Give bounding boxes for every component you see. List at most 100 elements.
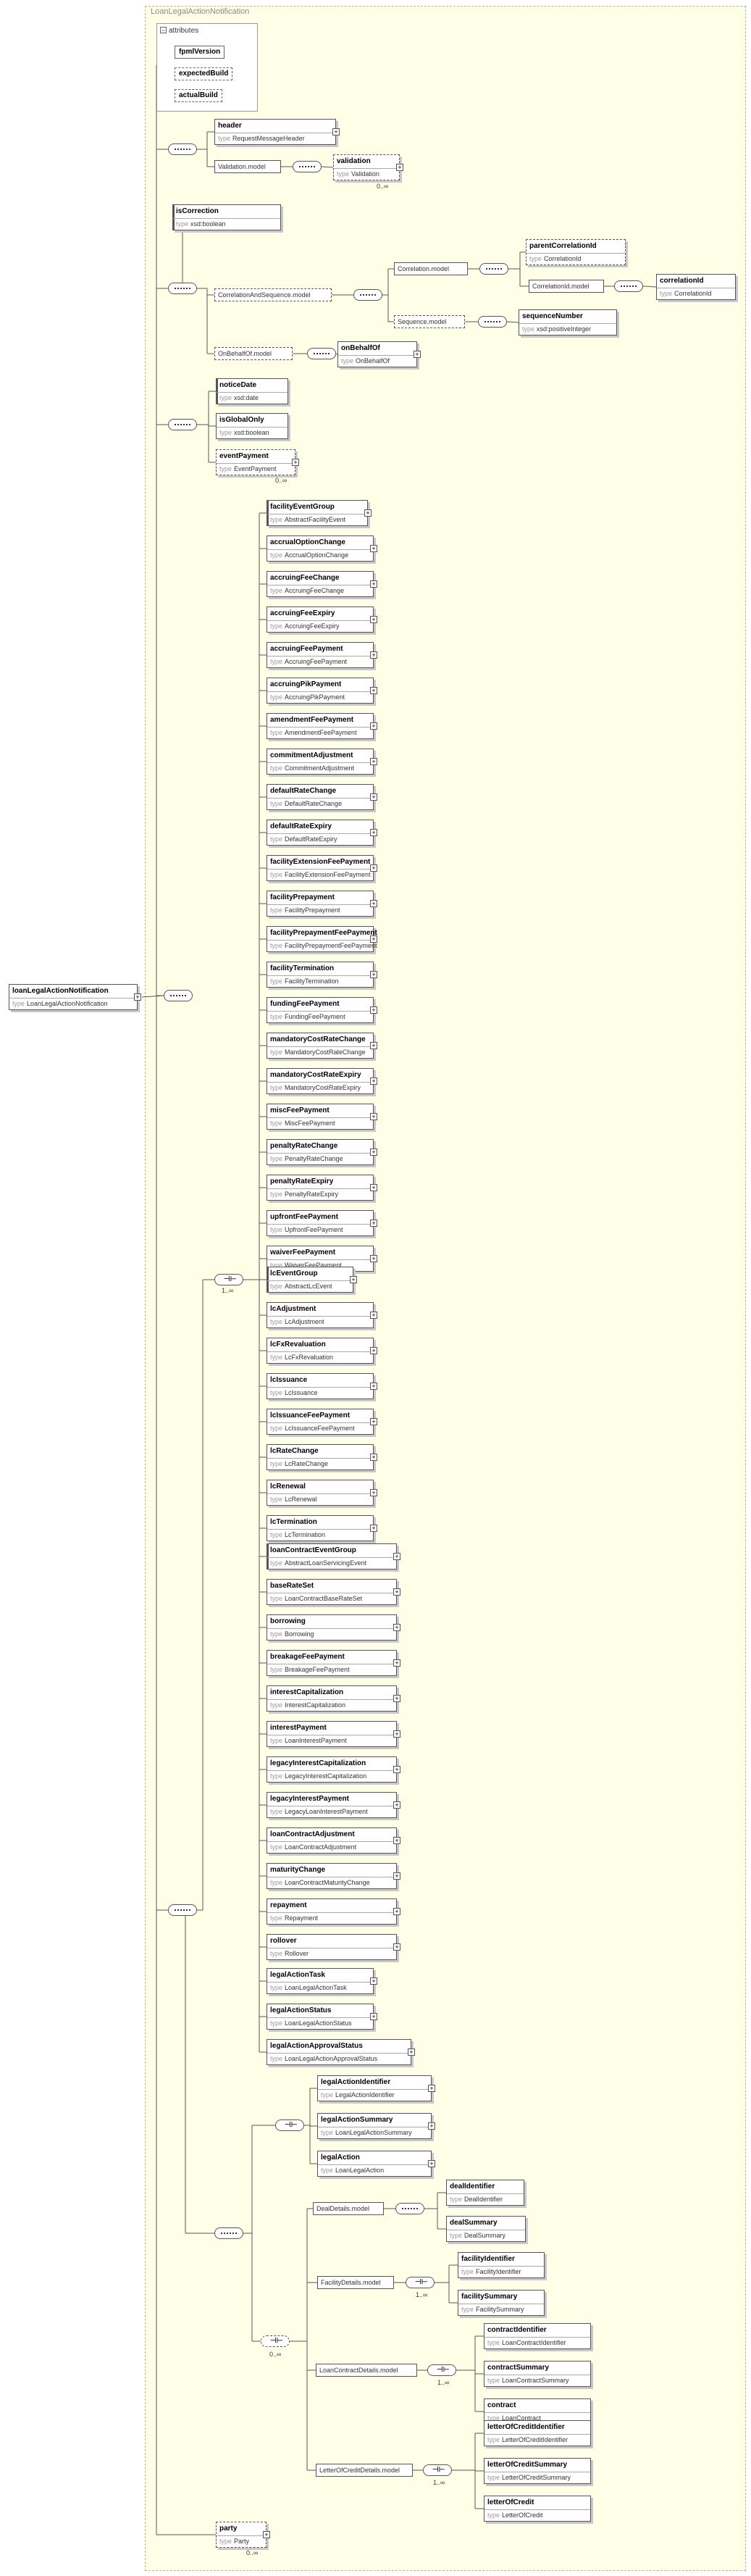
element-facilityprepaymentfeepayment[interactable]: facilityPrepaymentFeePayment type Facility… (267, 926, 377, 952)
element-iscorrection[interactable]: isCorrection type xsd:boolean (172, 204, 281, 230)
expand-icon[interactable]: + (408, 2048, 415, 2056)
expand-icon[interactable]: + (370, 1149, 377, 1156)
element-penaltyratechange[interactable]: penaltyRateChange type PenaltyRateChange + (267, 1139, 377, 1165)
expand-icon[interactable]: + (393, 1624, 400, 1631)
element-interestpayment[interactable]: interestPayment type LoanInterestPayment + (267, 1721, 400, 1747)
element-header[interactable]: header type RequestMessageHeader + (214, 119, 340, 145)
choice-compositor[interactable]: ⊣⊢ (427, 2364, 456, 2376)
expand-icon[interactable]: + (393, 1943, 400, 1951)
expand-icon[interactable]: + (393, 1659, 400, 1667)
expand-icon[interactable]: + (370, 616, 377, 623)
expand-icon[interactable]: + (370, 1977, 377, 1985)
element-loanlegalactionnotification[interactable]: loanLegalActionNotification type LoanLegal… (9, 984, 141, 1010)
main-sequence[interactable] (168, 1904, 197, 1916)
expand-icon[interactable]: + (428, 2122, 435, 2130)
expand-icon[interactable]: + (393, 1837, 400, 1844)
expand-icon[interactable]: + (428, 2085, 435, 2092)
element-legalactionsummary[interactable]: legalActionSummary type LoanLegalActionSum… (317, 2113, 435, 2139)
element-rollover[interactable]: rollover type Rollover + (267, 1934, 400, 1960)
sequence-compositor[interactable] (395, 2203, 424, 2214)
expand-icon[interactable]: + (370, 1220, 377, 1227)
element-letterofcredit[interactable]: letterOfCredit type LetterOfCredit (484, 2496, 591, 2522)
expand-icon[interactable]: + (370, 1077, 377, 1085)
expand-icon[interactable]: + (364, 509, 372, 517)
element-dealidentifier[interactable]: dealIdentifier type DealIdentifier (446, 2180, 524, 2206)
element-accruingpikpayment[interactable]: accruingPikPayment type AccruingPikPayment… (267, 678, 377, 704)
element-legacyinterestpayment[interactable]: legacyInterestPayment type LegacyLoanInter… (267, 1792, 400, 1818)
element-isglobalonly[interactable]: isGlobalOnly type xsd:boolean (216, 413, 288, 439)
expand-icon[interactable]: + (370, 1418, 377, 1425)
element-legalactionidentifier[interactable]: legalActionIdentifier type LegalActionIden… (317, 2075, 435, 2101)
element-accruingfeepayment[interactable]: accruingFeePayment type AccruingFeePayment… (267, 642, 377, 668)
element-contractsummary[interactable]: contractSummary type LoanContractSummary (484, 2361, 591, 2387)
element-lcratechange[interactable]: lcRateChange type LcRateChange + (267, 1444, 377, 1470)
element-facilityidentifier[interactable]: facilityIdentifier type FacilityIdentifier (458, 2252, 545, 2278)
expand-icon[interactable]: + (393, 1872, 400, 1880)
expand-icon[interactable]: + (370, 1454, 377, 1461)
sequence-compositor[interactable] (307, 348, 336, 359)
expand-icon[interactable]: + (414, 351, 421, 358)
expand-icon[interactable]: + (370, 722, 377, 730)
element-party[interactable]: party type Party + (216, 2522, 270, 2548)
element-letterofcreditsummary[interactable]: letterOfCreditSummary type LetterOfCreditS… (484, 2458, 591, 2484)
element-sequencenumber[interactable]: sequenceNumber type xsd:positiveInteger (519, 309, 617, 335)
expand-icon[interactable]: + (370, 545, 377, 552)
expand-icon[interactable]: + (370, 1255, 377, 1262)
element-dealsummary[interactable]: dealSummary type DealSummary (446, 2216, 526, 2242)
model-group-ref[interactable]: CorrelationAndSequence.model (214, 288, 332, 301)
model-group-ref[interactable]: FacilityDetails.model (317, 2276, 394, 2289)
element-repayment[interactable]: repayment type Repayment + (267, 1898, 400, 1925)
element-baserateset[interactable]: baseRateSet type LoanContractBaseRateSet + (267, 1579, 400, 1605)
expand-icon[interactable]: + (393, 1801, 400, 1809)
element-facilityeventgroup[interactable]: facilityEventGroup type AbstractFacilityEv… (267, 500, 372, 526)
element-mandatorycostrateexpiry[interactable]: mandatoryCostRateExpiry type MandatoryCost… (267, 1068, 377, 1094)
expand-icon[interactable]: + (370, 793, 377, 801)
expand-icon[interactable]: + (370, 1042, 377, 1049)
element-validation[interactable]: validation type Validation + (333, 154, 403, 180)
expand-icon[interactable]: + (393, 1908, 400, 1915)
expand-icon[interactable]: + (263, 2531, 270, 2538)
element-commitmentadjustment[interactable]: commitmentAdjustment type CommitmentAdjust… (267, 749, 377, 775)
expand-icon[interactable]: + (370, 651, 377, 659)
expand-icon[interactable]: + (370, 758, 377, 765)
expand-icon[interactable]: + (370, 687, 377, 694)
element-lcadjustment[interactable]: lcAdjustment type LcAdjustment + (267, 1302, 377, 1328)
model-group-ref[interactable]: LoanContractDetails.model (316, 2364, 417, 2377)
expand-icon[interactable]: + (370, 1006, 377, 1014)
element-letterofcreditidentifier[interactable]: letterOfCreditIdentifier type LetterOfCred… (484, 2420, 591, 2446)
expand-icon[interactable]: + (370, 1312, 377, 1319)
element-lcissuancefeepayment[interactable]: lcIssuanceFeePayment type LcIssuanceFeePay… (267, 1409, 377, 1435)
element-legalactionapprovalstatus[interactable]: legalActionApprovalStatus type LoanLegalAc… (267, 2039, 415, 2065)
element-accruingfeechange[interactable]: accruingFeeChange type AccruingFeeChange + (267, 571, 377, 597)
expand-icon[interactable]: + (370, 1383, 377, 1390)
element-facilityprepayment[interactable]: facilityPrepayment type FacilityPrepayment… (267, 891, 377, 917)
element-noticedate[interactable]: noticeDate type xsd:date (216, 378, 288, 404)
element-facilitysummary[interactable]: facilitySummary type FacilitySummary (458, 2290, 545, 2316)
element-lctermination[interactable]: lcTermination type LcTermination + (267, 1515, 377, 1541)
element-legalactionstatus[interactable]: legalActionStatus type LoanLegalActionStat… (267, 2004, 377, 2030)
expand-icon[interactable]: + (370, 829, 377, 836)
expand-icon[interactable]: + (370, 1184, 377, 1191)
element-amendmentfeepayment[interactable]: amendmentFeePayment type AmendmentFeePayme… (267, 713, 377, 739)
expand-icon[interactable]: + (292, 459, 299, 466)
expand-icon[interactable]: + (428, 2160, 435, 2167)
notice-sequence[interactable] (168, 419, 197, 430)
element-loancontractadjustment[interactable]: loanContractAdjustment type LoanContractAd… (267, 1827, 400, 1854)
element-defaultratechange[interactable]: defaultRateChange type DefaultRateChange + (267, 784, 377, 810)
model-group-ref[interactable]: CorrelationId.model (529, 280, 604, 293)
expand-icon[interactable]: + (393, 1588, 400, 1596)
expand-icon[interactable]: + (370, 1525, 377, 1532)
element-mandatorycostratechange[interactable]: mandatoryCostRateChange type MandatoryCost… (267, 1033, 377, 1059)
element-fundingfeepayment[interactable]: fundingFeePayment type FundingFeePayment + (267, 997, 377, 1023)
element-breakagefeepayment[interactable]: breakageFeePayment type BreakageFeePayment… (267, 1650, 400, 1676)
collapse-icon[interactable]: − (160, 27, 167, 34)
expand-icon[interactable]: + (370, 1113, 377, 1120)
element-borrowing[interactable]: borrowing type Borrowing + (267, 1614, 400, 1641)
element-lcfxrevaluation[interactable]: lcFxRevaluation type LcFxRevaluation + (267, 1338, 377, 1364)
model-group-ref[interactable]: DealDetails.model (313, 2202, 384, 2215)
element-legalactiontask[interactable]: legalActionTask type LoanLegalActionTask + (267, 1968, 377, 1994)
expand-icon[interactable]: + (393, 1695, 400, 1702)
element-contractidentifier[interactable]: contractIdentifier type LoanContractIdenti… (484, 2323, 591, 2349)
sequence-compositor[interactable] (479, 263, 508, 275)
expand-icon[interactable]: + (134, 993, 141, 1001)
